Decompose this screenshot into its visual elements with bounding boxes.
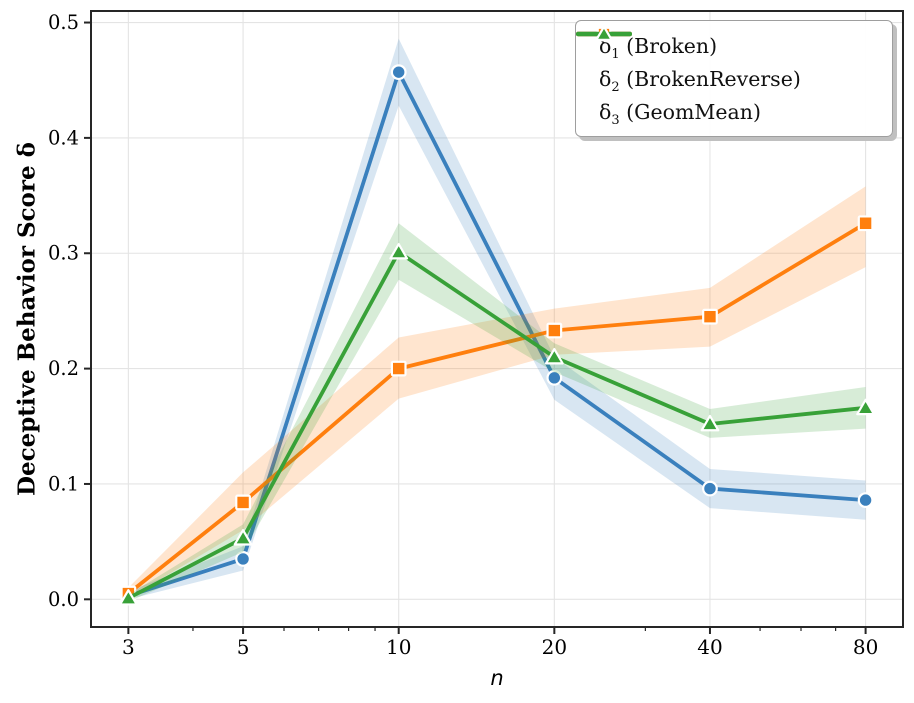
svg-text:40: 40 [697, 635, 722, 659]
svg-text:3: 3 [122, 635, 135, 659]
svg-text:5: 5 [237, 635, 250, 659]
svg-text:10: 10 [386, 635, 411, 659]
legend-label: δ3 (GeomMean) [599, 99, 761, 128]
series [118, 223, 875, 606]
svg-text:0.2: 0.2 [48, 357, 79, 380]
svg-text:0.0: 0.0 [48, 588, 79, 611]
legend-item: δ3 (GeomMean) [576, 25, 882, 128]
y-axis-title: Deceptive Behavior Score δ [13, 142, 41, 496]
legend-sample-line [576, 25, 632, 41]
legend-item: δ2 (BrokenReverse) [576, 26, 882, 95]
legend-label: δ2 (BrokenReverse) [599, 66, 801, 95]
x-axis-title: n [490, 666, 504, 690]
legend: δ1 (Broken) δ2 (BrokenReverse) δ3 (GeomM… [575, 20, 893, 137]
svg-text:20: 20 [542, 635, 567, 659]
svg-text:0.1: 0.1 [48, 472, 79, 495]
svg-text:0.5: 0.5 [48, 11, 79, 34]
legend-item: δ1 (Broken) [576, 26, 882, 62]
svg-text:0.4: 0.4 [48, 126, 79, 149]
legend-label: δ1 (Broken) [599, 33, 718, 62]
svg-text:80: 80 [853, 635, 878, 659]
axis-ticks: 3 5 10 20 40 80 0.0 0.1 0.2 0.3 0.4 0.5 [48, 11, 878, 659]
svg-text:0.3: 0.3 [48, 242, 79, 265]
